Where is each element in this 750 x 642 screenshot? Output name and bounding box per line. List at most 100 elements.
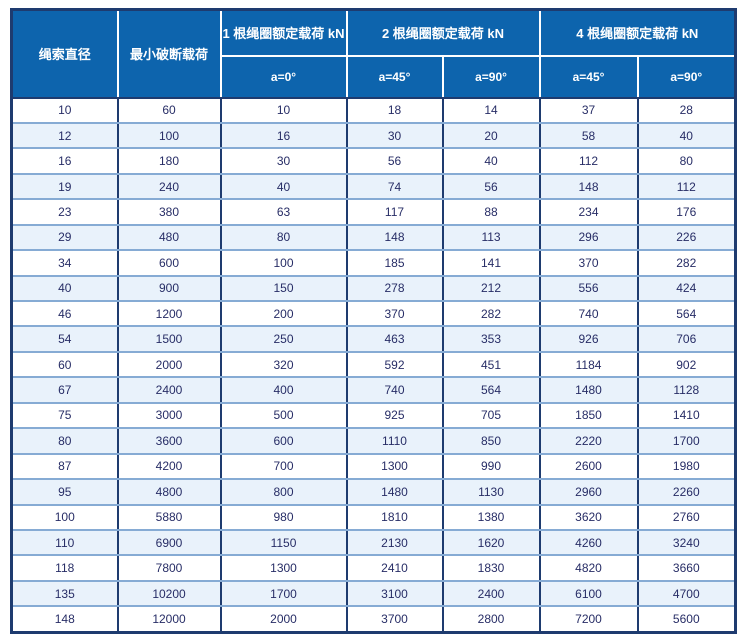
table-row: 29 480 80 148 113 296 226 xyxy=(10,223,737,252)
table-cell: 1480 xyxy=(345,478,444,506)
table-cell: 3100 xyxy=(345,579,444,608)
table-cell: 424 xyxy=(636,274,737,303)
table-cell: 240 xyxy=(116,172,222,201)
table-cell: 40 xyxy=(636,121,737,150)
header-rope-diameter: 绳索直径 xyxy=(10,8,119,99)
table-cell: 30 xyxy=(219,147,348,175)
table-row: 110 6900 1150 2130 1620 4260 3240 xyxy=(10,528,737,557)
table-row: 19 240 40 74 56 148 112 xyxy=(10,172,737,201)
table-cell: 3660 xyxy=(636,554,737,582)
table-cell: 176 xyxy=(636,198,737,226)
table-cell: 110 xyxy=(10,528,119,557)
table-cell: 705 xyxy=(441,401,541,430)
header-angle-90-group2: a=90° xyxy=(441,54,541,99)
table-cell: 56 xyxy=(345,147,444,175)
table-cell: 100 xyxy=(219,249,348,277)
table-cell: 1410 xyxy=(636,401,737,430)
table-cell: 926 xyxy=(538,325,639,353)
table-row: 75 3000 500 925 705 1850 1410 xyxy=(10,401,737,430)
table-cell: 2400 xyxy=(116,376,222,404)
table-cell: 6100 xyxy=(538,579,639,608)
table-cell: 4820 xyxy=(538,554,639,582)
table-cell: 12000 xyxy=(116,605,222,635)
table-row: 16 180 30 56 40 112 80 xyxy=(10,147,737,175)
table-cell: 29 xyxy=(10,223,119,252)
table-cell: 4700 xyxy=(636,579,737,608)
table-cell: 80 xyxy=(219,223,348,252)
table-cell: 3600 xyxy=(116,427,222,455)
table-row: 34 600 100 185 141 370 282 xyxy=(10,249,737,277)
table-cell: 900 xyxy=(116,274,222,303)
table-cell: 564 xyxy=(636,299,737,328)
table-cell: 451 xyxy=(441,350,541,379)
table-cell: 500 xyxy=(219,401,348,430)
table-cell: 1830 xyxy=(441,554,541,582)
table-cell: 5880 xyxy=(116,503,222,531)
table-row: 10 60 10 18 14 37 28 xyxy=(10,96,737,124)
table-cell: 1184 xyxy=(538,350,639,379)
table-cell: 88 xyxy=(441,198,541,226)
table-row: 135 10200 1700 3100 2400 6100 4700 xyxy=(10,579,737,608)
table-cell: 23 xyxy=(10,198,119,226)
table-cell: 10 xyxy=(10,96,119,124)
table-cell: 1620 xyxy=(441,528,541,557)
table-cell: 1500 xyxy=(116,325,222,353)
table-cell: 74 xyxy=(345,172,444,201)
table-cell: 480 xyxy=(116,223,222,252)
table-cell: 113 xyxy=(441,223,541,252)
table-cell: 1380 xyxy=(441,503,541,531)
header-min-breaking-load: 最小破断载荷 xyxy=(116,8,222,99)
table-cell: 75 xyxy=(10,401,119,430)
table-cell: 850 xyxy=(441,427,541,455)
header-angle-45-group2: a=45° xyxy=(345,54,444,99)
table-cell: 18 xyxy=(345,96,444,124)
table-cell: 925 xyxy=(345,401,444,430)
table-cell: 100 xyxy=(116,121,222,150)
table-row: 46 1200 200 370 282 740 564 xyxy=(10,299,737,328)
table-cell: 3240 xyxy=(636,528,737,557)
table-cell: 4200 xyxy=(116,452,222,481)
table-cell: 980 xyxy=(219,503,348,531)
table-cell: 380 xyxy=(116,198,222,226)
table-cell: 902 xyxy=(636,350,737,379)
table-cell: 118 xyxy=(10,554,119,582)
header-angle-90-group4: a=90° xyxy=(636,54,737,99)
table-cell: 1700 xyxy=(219,579,348,608)
table-cell: 63 xyxy=(219,198,348,226)
table-row: 60 2000 320 592 451 1184 902 xyxy=(10,350,737,379)
table-cell: 2960 xyxy=(538,478,639,506)
header-group-1-loop: 1 根绳圈额定载荷 kN xyxy=(219,8,348,57)
table-cell: 40 xyxy=(441,147,541,175)
table-cell: 95 xyxy=(10,478,119,506)
table-cell: 706 xyxy=(636,325,737,353)
table-cell: 141 xyxy=(441,249,541,277)
table-cell: 10 xyxy=(219,96,348,124)
table-row: 118 7800 1300 2410 1830 4820 3660 xyxy=(10,554,737,582)
table-body: 10 60 10 18 14 37 28 12 100 16 30 20 58 40 16 180 30 56 40… xyxy=(10,96,737,635)
table-cell: 4800 xyxy=(116,478,222,506)
table-cell: 463 xyxy=(345,325,444,353)
table-cell: 4260 xyxy=(538,528,639,557)
table-cell: 556 xyxy=(538,274,639,303)
table-cell: 250 xyxy=(219,325,348,353)
table-cell: 1810 xyxy=(345,503,444,531)
table-cell: 80 xyxy=(10,427,119,455)
table-cell: 353 xyxy=(441,325,541,353)
table-cell: 148 xyxy=(10,605,119,635)
table-row: 100 5880 980 1810 1380 3620 2760 xyxy=(10,503,737,531)
table-cell: 282 xyxy=(441,299,541,328)
table-cell: 60 xyxy=(116,96,222,124)
table-cell: 370 xyxy=(345,299,444,328)
table-cell: 2410 xyxy=(345,554,444,582)
table-cell: 180 xyxy=(116,147,222,175)
header-angle-0: a=0° xyxy=(219,54,348,99)
table-row: 67 2400 400 740 564 1480 1128 xyxy=(10,376,737,404)
table-cell: 3620 xyxy=(538,503,639,531)
table-cell: 16 xyxy=(10,147,119,175)
table-cell: 200 xyxy=(219,299,348,328)
table-cell: 592 xyxy=(345,350,444,379)
table-cell: 700 xyxy=(219,452,348,481)
table-cell: 564 xyxy=(441,376,541,404)
table-cell: 112 xyxy=(538,147,639,175)
table-cell: 1480 xyxy=(538,376,639,404)
